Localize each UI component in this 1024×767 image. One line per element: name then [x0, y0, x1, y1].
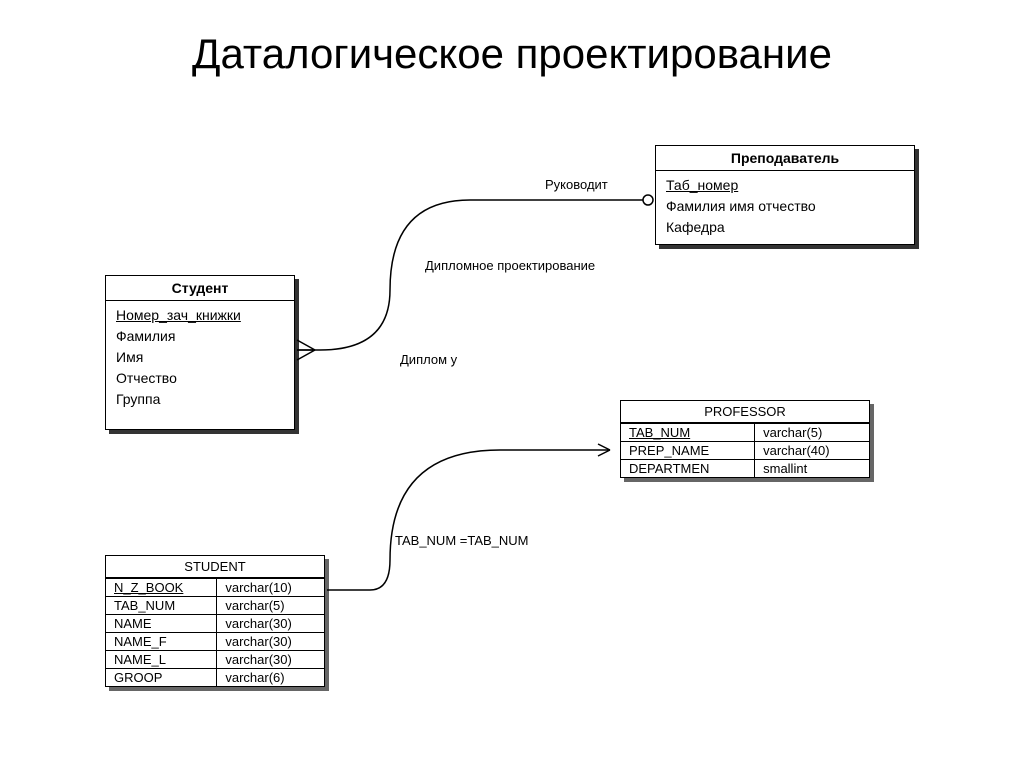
column-name: NAME_F [106, 633, 217, 651]
entity-teacher-key: Таб_номер [666, 177, 738, 193]
entity-student-attr: Группа [116, 389, 284, 410]
table-row: PREP_NAMEvarchar(40) [621, 442, 869, 460]
column-name: TAB_NUM [621, 424, 755, 442]
column-type: varchar(30) [217, 615, 324, 633]
entity-student-header: Студент [106, 276, 294, 301]
rel-label-diploma-has: Диплом у [400, 352, 457, 367]
entity-student-body: Номер_зач_книжки Фамилия Имя Отчество Гр… [106, 301, 294, 416]
entity-student-attr: Имя [116, 347, 284, 368]
entity-teacher-body: Таб_номер Фамилия имя отчество Кафедра [656, 171, 914, 244]
entity-student: Студент Номер_зач_книжки Фамилия Имя Отч… [105, 275, 295, 430]
rel-label-diploma-design: Дипломное проектирование [425, 258, 595, 273]
fk-connector [327, 444, 610, 590]
table-professor: PROFESSOR TAB_NUMvarchar(5)PREP_NAMEvarc… [620, 400, 870, 478]
table-row: GROOPvarchar(6) [106, 669, 324, 687]
column-name: N_Z_BOOK [106, 579, 217, 597]
er-connector [297, 195, 653, 360]
column-type: varchar(40) [755, 442, 869, 460]
column-name: DEPARTMEN [621, 460, 755, 478]
column-type: varchar(5) [755, 424, 869, 442]
table-row: N_Z_BOOKvarchar(10) [106, 579, 324, 597]
entity-teacher-attr: Кафедра [666, 217, 904, 238]
rel-label-supervises: Руководит [545, 177, 608, 192]
table-row: TAB_NUMvarchar(5) [621, 424, 869, 442]
column-name: NAME_L [106, 651, 217, 669]
column-name: TAB_NUM [106, 597, 217, 615]
table-row: NAME_Fvarchar(30) [106, 633, 324, 651]
table-professor-body: TAB_NUMvarchar(5)PREP_NAMEvarchar(40)DEP… [621, 423, 869, 477]
column-name: PREP_NAME [621, 442, 755, 460]
table-row: NAMEvarchar(30) [106, 615, 324, 633]
column-type: varchar(5) [217, 597, 324, 615]
table-row: TAB_NUMvarchar(5) [106, 597, 324, 615]
table-row: DEPARTMENsmallint [621, 460, 869, 478]
column-type: varchar(30) [217, 651, 324, 669]
table-row: NAME_Lvarchar(30) [106, 651, 324, 669]
column-name: NAME [106, 615, 217, 633]
entity-teacher-attr: Фамилия имя отчество [666, 196, 904, 217]
entity-teacher: Преподаватель Таб_номер Фамилия имя отче… [655, 145, 915, 245]
rel-label-join: TAB_NUM =TAB_NUM [395, 533, 529, 548]
column-name: GROOP [106, 669, 217, 687]
table-student: STUDENT N_Z_BOOKvarchar(10)TAB_NUMvarcha… [105, 555, 325, 687]
entity-teacher-header: Преподаватель [656, 146, 914, 171]
page-title: Даталогическое проектирование [0, 30, 1024, 78]
table-professor-header: PROFESSOR [621, 401, 869, 423]
column-type: varchar(6) [217, 669, 324, 687]
table-student-header: STUDENT [106, 556, 324, 578]
column-type: varchar(10) [217, 579, 324, 597]
column-type: varchar(30) [217, 633, 324, 651]
entity-student-key: Номер_зач_книжки [116, 307, 241, 323]
column-type: smallint [755, 460, 869, 478]
entity-student-attr: Отчество [116, 368, 284, 389]
table-student-body: N_Z_BOOKvarchar(10)TAB_NUMvarchar(5)NAME… [106, 578, 324, 686]
entity-student-attr: Фамилия [116, 326, 284, 347]
